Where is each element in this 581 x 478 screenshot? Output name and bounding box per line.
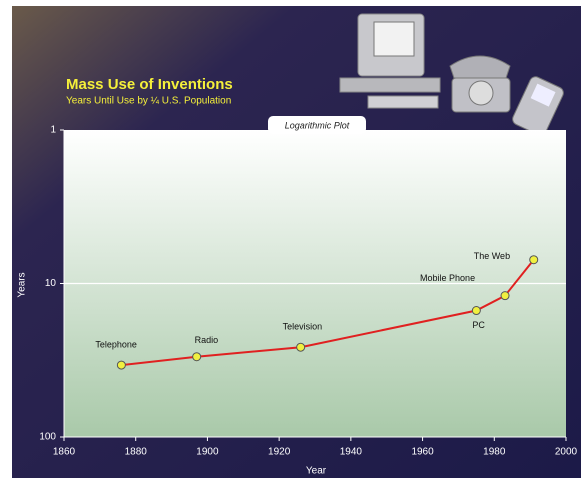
x-tick-label: 1880: [125, 447, 148, 458]
x-tick-label: 1900: [196, 447, 219, 458]
data-point: [116, 360, 126, 370]
annotation-tab: [268, 116, 366, 134]
x-tick-label: 1920: [268, 447, 291, 458]
y-tick-label: 1: [50, 125, 56, 136]
x-tick-label: 1980: [483, 447, 506, 458]
point-label: Television: [283, 322, 323, 332]
computer-illustration: [339, 13, 564, 136]
chart-subtitle: Years Until Use by ¼ U.S. Population: [66, 95, 231, 107]
data-point: [500, 291, 510, 301]
annotation: Logarithmic Plot: [285, 120, 350, 130]
y-axis-label: Years: [17, 272, 28, 297]
data-point: [192, 352, 202, 362]
x-tick-label: 1960: [411, 447, 434, 458]
x-tick-label: 1940: [340, 447, 363, 458]
x-tick-label: 1860: [53, 447, 76, 458]
x-axis-label: Year: [306, 466, 327, 477]
point-label: Mobile Phone: [420, 273, 475, 283]
point-label: The Web: [474, 251, 510, 261]
point-label: Telephone: [95, 339, 137, 349]
point-label: PC: [472, 320, 485, 330]
y-tick-label: 100: [39, 432, 56, 443]
data-point: [529, 255, 539, 265]
point-label: Radio: [195, 335, 219, 345]
x-tick-label: 2000: [555, 447, 578, 458]
y-tick-label: 10: [45, 278, 57, 289]
data-point: [296, 342, 306, 352]
data-point: [471, 306, 481, 316]
chart-title: Mass Use of Inventions: [66, 76, 233, 93]
data-line: [121, 259, 535, 367]
